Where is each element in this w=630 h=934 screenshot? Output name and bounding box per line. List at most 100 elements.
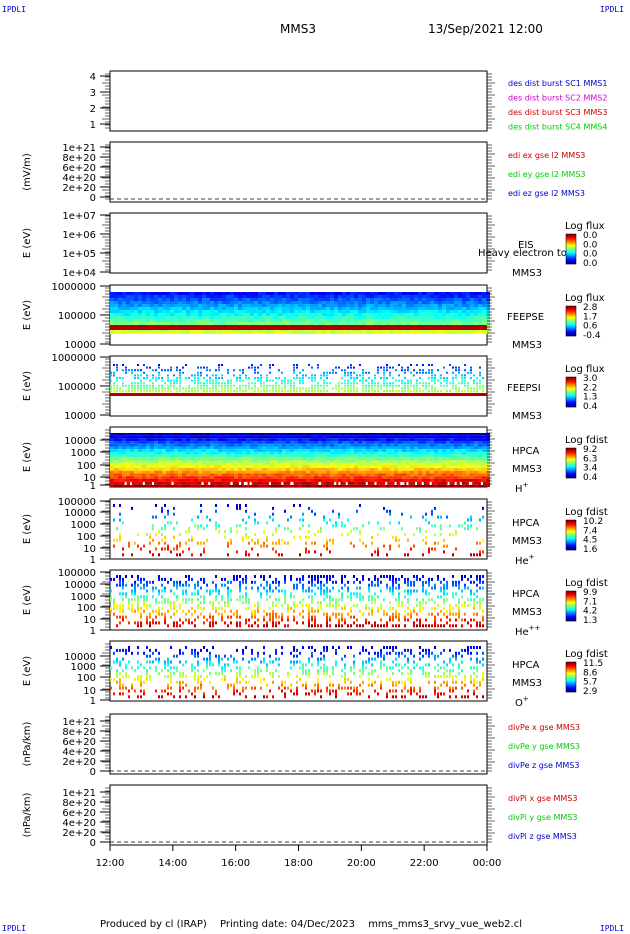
heat-cell: [221, 382, 223, 385]
heat-cell: [434, 478, 438, 482]
heat-cell: [238, 476, 242, 479]
heat-cell: [402, 310, 406, 313]
heat-cell: [246, 435, 250, 439]
heat-cell: [394, 304, 398, 307]
heat-cell: [125, 384, 127, 387]
colorbar-step: [566, 453, 576, 455]
heat-cell: [338, 435, 342, 439]
heat-cell: [162, 462, 166, 466]
heat-cell: [254, 462, 258, 466]
heat-cell: [350, 316, 354, 319]
heat-cell: [322, 301, 326, 304]
heat-cell: [382, 298, 386, 301]
heat-cell: [458, 524, 460, 528]
heat-cell: [190, 295, 194, 298]
heat-cell: [390, 460, 394, 463]
colorbar-step: [566, 462, 576, 464]
heat-cell: [218, 295, 222, 298]
heat-cell: [434, 387, 436, 390]
heat-cell: [254, 304, 258, 307]
heat-cell: [443, 544, 445, 548]
heat-cell: [210, 433, 214, 436]
heat-cell: [443, 538, 445, 542]
colorbar-step: [566, 314, 576, 316]
heat-cell: [450, 322, 454, 325]
heat-cell: [146, 298, 150, 301]
heat-cell: [394, 446, 398, 450]
heat-cell: [370, 319, 374, 322]
heat-cell: [137, 369, 139, 372]
heat-cell: [330, 295, 334, 298]
heat-cell: [202, 438, 206, 442]
heat-cell: [449, 364, 451, 366]
heat-cell: [430, 465, 434, 469]
heat-cell: [418, 481, 422, 485]
heat-cell: [254, 518, 256, 522]
heat-cell: [142, 301, 146, 304]
heat-cell: [418, 449, 422, 452]
heat-cell: [382, 484, 386, 487]
heat-cell: [434, 310, 438, 313]
heat-cell: [294, 435, 298, 439]
heat-cell: [278, 468, 282, 471]
heat-cell: [431, 364, 433, 366]
heat-cell: [281, 379, 283, 382]
heat-cell: [370, 449, 374, 452]
heat-cell: [374, 331, 378, 334]
heat-cell: [254, 454, 258, 458]
heat-cell: [293, 535, 295, 539]
heat-cell: [454, 457, 458, 460]
heat-cell: [162, 301, 166, 304]
heat-cell: [410, 390, 412, 392]
heat-cell: [281, 538, 283, 542]
heat-cell: [378, 292, 382, 295]
heat-cell: [342, 292, 346, 295]
heat-cell: [374, 433, 378, 436]
heat-cell: [389, 382, 391, 385]
heat-cell: [446, 454, 450, 458]
heat-cell: [262, 319, 266, 322]
heat-cell: [190, 307, 194, 310]
heat-cell: [286, 304, 290, 307]
heat-cell: [450, 460, 454, 463]
heat-cell: [278, 538, 280, 542]
heat-cell: [470, 298, 474, 301]
heat-cell: [167, 521, 169, 525]
colorbar-tick: 6.3: [583, 454, 597, 464]
heat-cell: [402, 473, 406, 477]
heat-cell: [146, 301, 150, 304]
heat-cell: [114, 433, 118, 436]
heat-cell: [382, 481, 386, 485]
heat-cell: [338, 454, 342, 458]
heat-cell: [176, 379, 178, 382]
heat-cell: [262, 478, 266, 482]
heat-cell: [398, 454, 402, 458]
heat-cell: [274, 460, 278, 463]
heat-cell: [209, 518, 211, 522]
heat-cell: [227, 541, 229, 545]
heat-cell: [110, 295, 114, 298]
heat-cell: [251, 547, 253, 551]
heat-cell: [174, 313, 178, 316]
heat-cell: [374, 390, 376, 392]
heat-cell: [134, 454, 138, 458]
heat-cell: [266, 379, 268, 382]
heat-cell: [482, 449, 486, 452]
heat-cell: [482, 443, 486, 447]
heat-cell: [386, 298, 390, 301]
heat-cell: [326, 301, 330, 304]
heat-cell: [470, 310, 474, 313]
heat-cell: [458, 382, 460, 385]
heat-cell: [314, 292, 318, 295]
heat-cell: [482, 473, 486, 477]
heat-cell: [431, 379, 433, 382]
heat-cell: [262, 298, 266, 301]
heat-cell: [478, 316, 482, 319]
heat-cell: [179, 533, 181, 536]
heat-cell: [215, 524, 217, 528]
heat-cell: [306, 331, 310, 334]
heat-cell: [176, 553, 178, 557]
heat-cell: [338, 313, 342, 316]
heat-cell: [238, 443, 242, 447]
